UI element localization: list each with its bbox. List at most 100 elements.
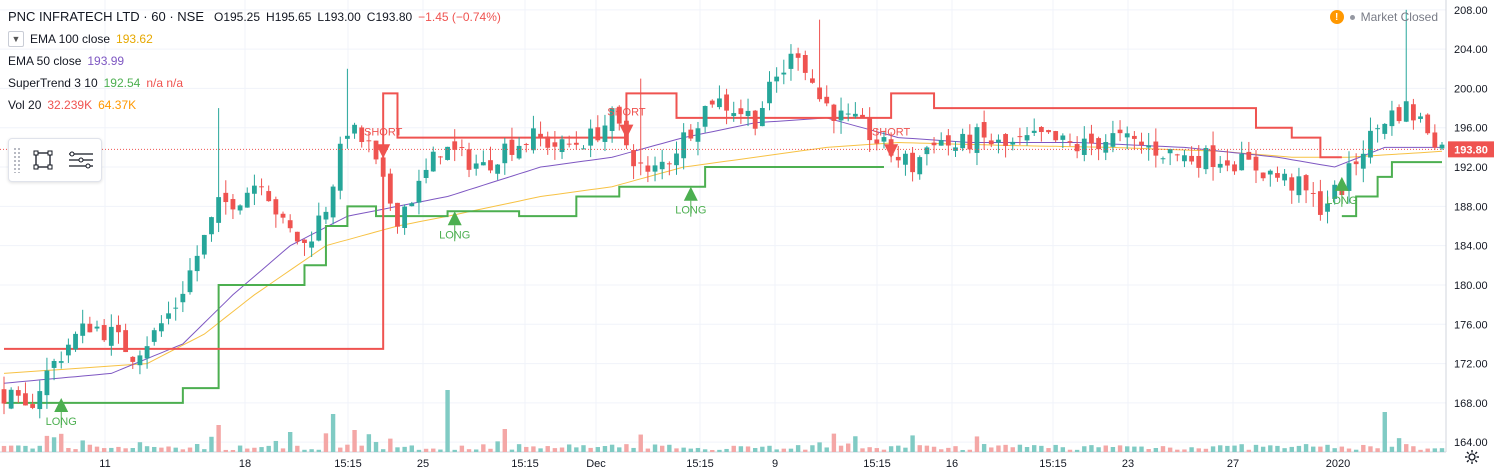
chart-legend: PNC INFRATECH LTD · 60 · NSE O195.25 H19…: [8, 6, 501, 116]
candle-body: [280, 213, 286, 218]
volume-bar: [760, 446, 765, 452]
volume-bar: [452, 449, 457, 452]
candle-body: [881, 137, 887, 142]
volume-bar: [166, 446, 171, 452]
short-signal-arrow: [376, 144, 391, 159]
volume-bar: [1396, 438, 1402, 452]
candle-body: [8, 389, 14, 409]
volume-bar: [1103, 445, 1108, 452]
time-tick-label: 23: [1122, 458, 1134, 470]
time-tick-label: 27: [1227, 458, 1239, 470]
indicator-volume[interactable]: Vol 20 32.239K 64.37K: [8, 94, 501, 116]
candle-body: [852, 113, 858, 117]
candle-body: [37, 391, 43, 410]
volume-bar: [309, 449, 314, 452]
volume-bar: [159, 447, 164, 452]
candle-body: [15, 390, 21, 396]
candle-body: [817, 87, 822, 100]
candle-body: [1325, 203, 1330, 212]
menu-lines-icon[interactable]: [65, 144, 97, 176]
volume-bar: [488, 448, 493, 452]
candle-body: [1217, 163, 1223, 168]
volume-bar: [223, 449, 228, 452]
volume-bar: [996, 445, 1001, 452]
volume-bar: [431, 448, 436, 452]
candle-body: [488, 160, 493, 171]
volume-bar: [1232, 445, 1237, 452]
volume-bar: [94, 446, 100, 452]
symbol-header: PNC INFRATECH LTD · 60 · NSE O195.25 H19…: [8, 6, 501, 28]
volume-bar: [788, 448, 794, 452]
volume-bar: [860, 448, 865, 452]
candle-body: [953, 147, 958, 151]
volume-bar: [259, 447, 264, 452]
volume-bar: [30, 448, 35, 452]
volume-bar: [853, 436, 858, 452]
candle-body: [1425, 114, 1431, 134]
volume-bar: [1296, 445, 1302, 452]
volume-bar: [273, 440, 279, 452]
volume-bar: [473, 449, 479, 452]
price-tick-label: 176.00: [1454, 319, 1488, 331]
candle-body: [237, 205, 243, 211]
candle-body: [1382, 123, 1388, 134]
gear-icon[interactable]: [1464, 449, 1480, 470]
indicator-ema50[interactable]: EMA 50 close 193.99: [8, 50, 501, 72]
volume-bar: [388, 438, 393, 452]
volume-bar: [1332, 448, 1337, 452]
volume-bar: [1039, 445, 1044, 452]
short-signal-label: SHORT: [607, 107, 646, 119]
candle-body: [1389, 110, 1395, 127]
indicator-ema100[interactable]: ▼ EMA 100 close 193.62: [8, 28, 501, 50]
time-tick-label: 16: [946, 458, 958, 470]
candle-body: [1224, 160, 1230, 166]
candle-body: [1089, 133, 1094, 144]
volume-bar: [352, 430, 357, 452]
warning-icon[interactable]: !: [1329, 10, 1344, 24]
volume-bar: [202, 449, 207, 452]
volume-bar: [874, 448, 880, 452]
indicator-name: EMA 50 close: [8, 54, 82, 68]
volume-bar: [645, 448, 651, 452]
volume-bar: [767, 445, 772, 452]
candle-body: [1239, 153, 1245, 171]
candle-body: [259, 186, 264, 188]
open-value: O195.25: [213, 10, 261, 24]
candle-body: [294, 231, 300, 242]
volume-bar: [51, 437, 57, 452]
candle-body: [230, 199, 236, 210]
volume-bar: [524, 446, 529, 452]
candle-body: [559, 139, 565, 153]
symbol-title[interactable]: PNC INFRATECH LTD · 60 · NSE: [8, 9, 204, 24]
volume-bar: [1067, 449, 1073, 452]
volume-bar: [681, 447, 686, 452]
frame-icon[interactable]: [27, 144, 59, 176]
time-tick-label: 15:15: [686, 458, 714, 470]
volume-bar: [960, 449, 965, 452]
volume-bar: [617, 447, 622, 452]
volume-bar: [1260, 446, 1266, 452]
volume-bar: [59, 433, 64, 452]
candle-body: [201, 234, 207, 255]
candle-body: [416, 180, 422, 203]
candle-body: [652, 165, 658, 172]
volume-bar: [1282, 448, 1287, 452]
time-tick-label: Dec: [586, 458, 606, 470]
candle-body: [1167, 149, 1173, 154]
volume-bar: [359, 445, 364, 452]
long-signal-arrow: [54, 397, 69, 412]
candle-body: [495, 164, 501, 174]
volume-bar: [302, 449, 307, 452]
candle-body: [1403, 101, 1409, 122]
drag-handle[interactable]: [13, 147, 21, 173]
candle-body: [824, 96, 830, 104]
price-tick-label: 196.00: [1454, 123, 1488, 135]
long-signal-label: LONG: [46, 416, 77, 428]
candle-body: [938, 140, 944, 146]
short-signal-arrow: [884, 144, 899, 159]
time-tick-label: 15:15: [334, 458, 362, 470]
indicator-supertrend[interactable]: SuperTrend 3 10 192.54 n/a n/a: [8, 72, 501, 94]
chevron-down-icon[interactable]: ▼: [8, 31, 24, 47]
supertrend-up-line: [4, 166, 884, 404]
